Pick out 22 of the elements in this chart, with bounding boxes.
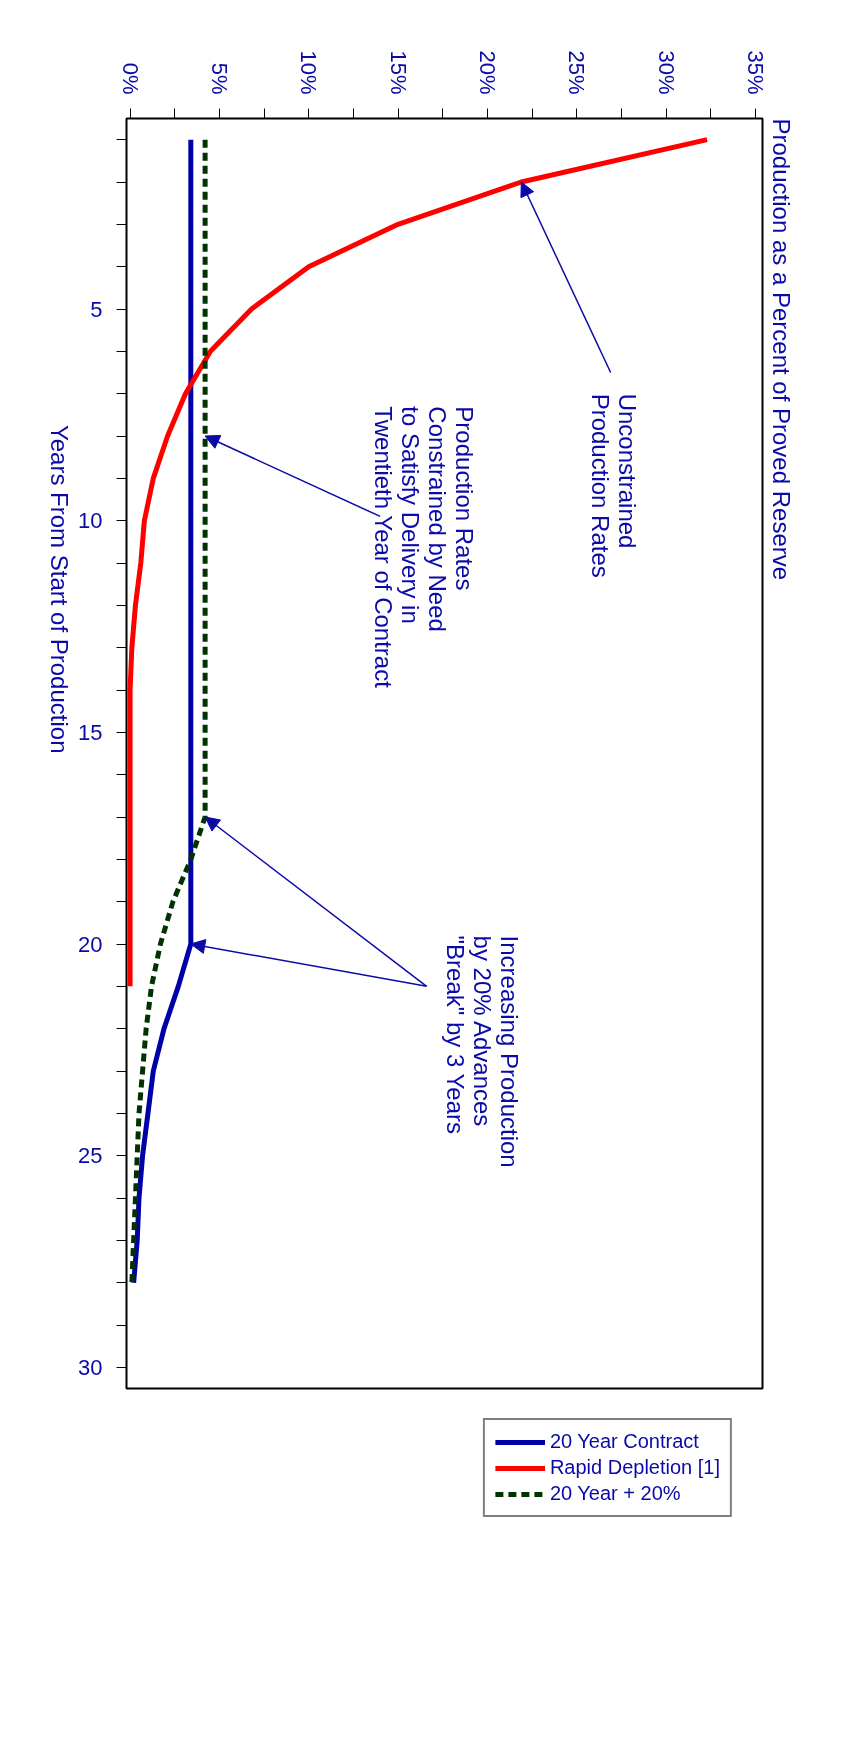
legend-label: 20 Year Contract [549, 1430, 699, 1453]
x-tick-label: 15% [385, 50, 411, 95]
y-tick-label: 10 [78, 508, 103, 534]
annotation: Increasing Production by 20% Advances "Break" by 3 Years [442, 935, 524, 1168]
legend-label: 20 Year + 20% [549, 1482, 681, 1505]
y-tick-label: 25 [78, 1143, 103, 1169]
y-axis-title: Years From Start of Production [45, 424, 73, 754]
y-tick-label: 15 [78, 719, 103, 745]
annotation: Production Rates Constrained by Need to Satisfy Delivery in Twentieth Year of Contract [370, 406, 479, 689]
y-tick-label: 5 [90, 296, 103, 322]
text: Production as a Percent of Proved Reserve [767, 118, 795, 581]
x-tick-label: 25% [564, 50, 590, 95]
annotation: Unconstrained Production Rates [587, 393, 642, 578]
x-tick-label: 5% [206, 62, 232, 95]
x-tick-label: 30% [653, 50, 679, 95]
x-tick-label: 10% [296, 50, 322, 95]
x-tick-label: 35% [742, 50, 768, 95]
x-tick-label: 20% [474, 50, 500, 95]
y-tick-label: 20 [78, 931, 103, 957]
y-tick-label: 30 [78, 1354, 103, 1380]
legend-label: Rapid Depletion [1] [549, 1456, 720, 1479]
x-tick-label: 0% [117, 62, 143, 95]
